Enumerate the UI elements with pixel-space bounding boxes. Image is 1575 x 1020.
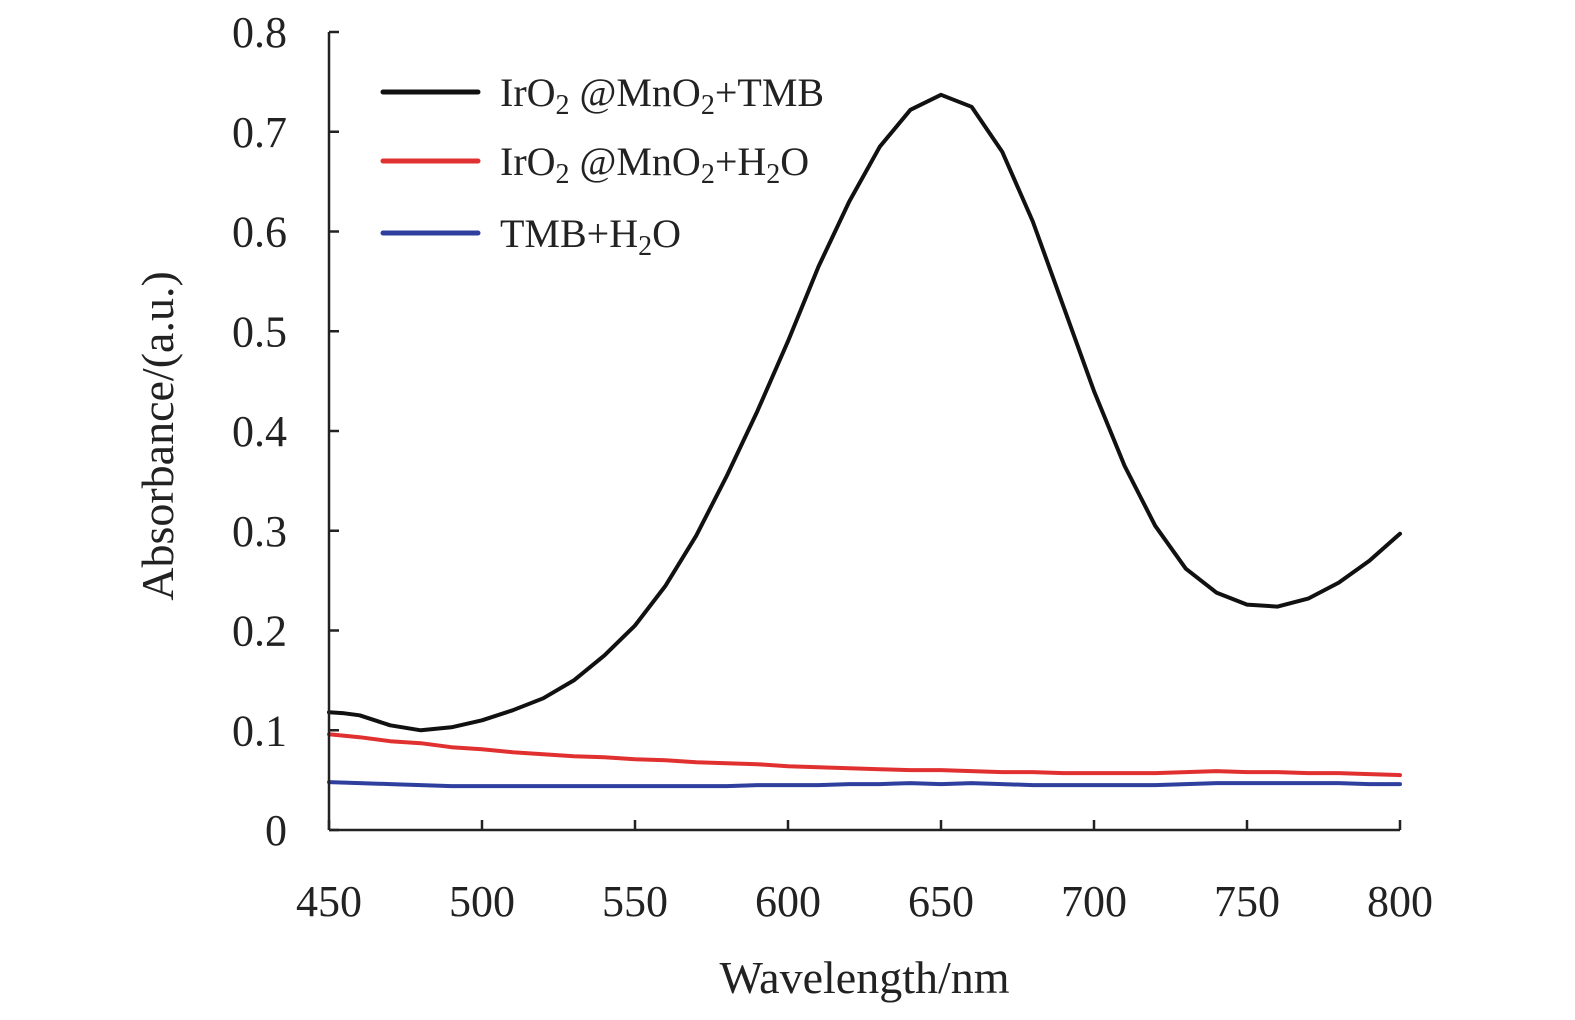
series-line-0 bbox=[327, 92, 1402, 733]
x-axis-title: Wavelength/nm bbox=[719, 952, 1009, 1003]
x-tick-label: 650 bbox=[908, 877, 974, 926]
y-tick-label: 0.5 bbox=[232, 307, 287, 356]
x-tick-label: 800 bbox=[1367, 877, 1433, 926]
x-tick-label: 500 bbox=[449, 877, 515, 926]
y-tick-label: 0.2 bbox=[232, 607, 287, 656]
series-line-2 bbox=[327, 780, 1402, 789]
legend-label-0: IrO2 @MnO2+TMB bbox=[500, 70, 824, 121]
y-tick-label: 0 bbox=[265, 806, 287, 855]
series-line-1 bbox=[327, 732, 1402, 778]
x-tick-label: 550 bbox=[602, 877, 668, 926]
plot-lines bbox=[327, 92, 1402, 789]
y-tick-label: 0.3 bbox=[232, 507, 287, 556]
axes: 0 0.1 0.2 0.3 0.4 0.5 0.6 0.7 0.8 450 500 550 600 650… bbox=[232, 8, 1433, 926]
legend: IrO2 @MnO2+TMB IrO2 @MnO2+H2O TMB+H2O bbox=[380, 70, 824, 262]
x-tick-label: 450 bbox=[296, 877, 362, 926]
legend-label-1: IrO2 @MnO2+H2O bbox=[500, 139, 809, 190]
x-tick-label: 700 bbox=[1061, 877, 1127, 926]
y-tick-label: 0.7 bbox=[232, 108, 287, 157]
y-tick-label: 0.8 bbox=[232, 8, 287, 57]
y-axis-title: Absorbance/(a.u.) bbox=[132, 271, 183, 601]
y-tick-label: 0.4 bbox=[232, 407, 287, 456]
x-tick-label: 750 bbox=[1214, 877, 1280, 926]
x-tick-label: 600 bbox=[755, 877, 821, 926]
y-tick-label: 0.6 bbox=[232, 208, 287, 257]
y-tick-label: 0.1 bbox=[232, 706, 287, 755]
legend-label-2: TMB+H2O bbox=[500, 211, 681, 262]
